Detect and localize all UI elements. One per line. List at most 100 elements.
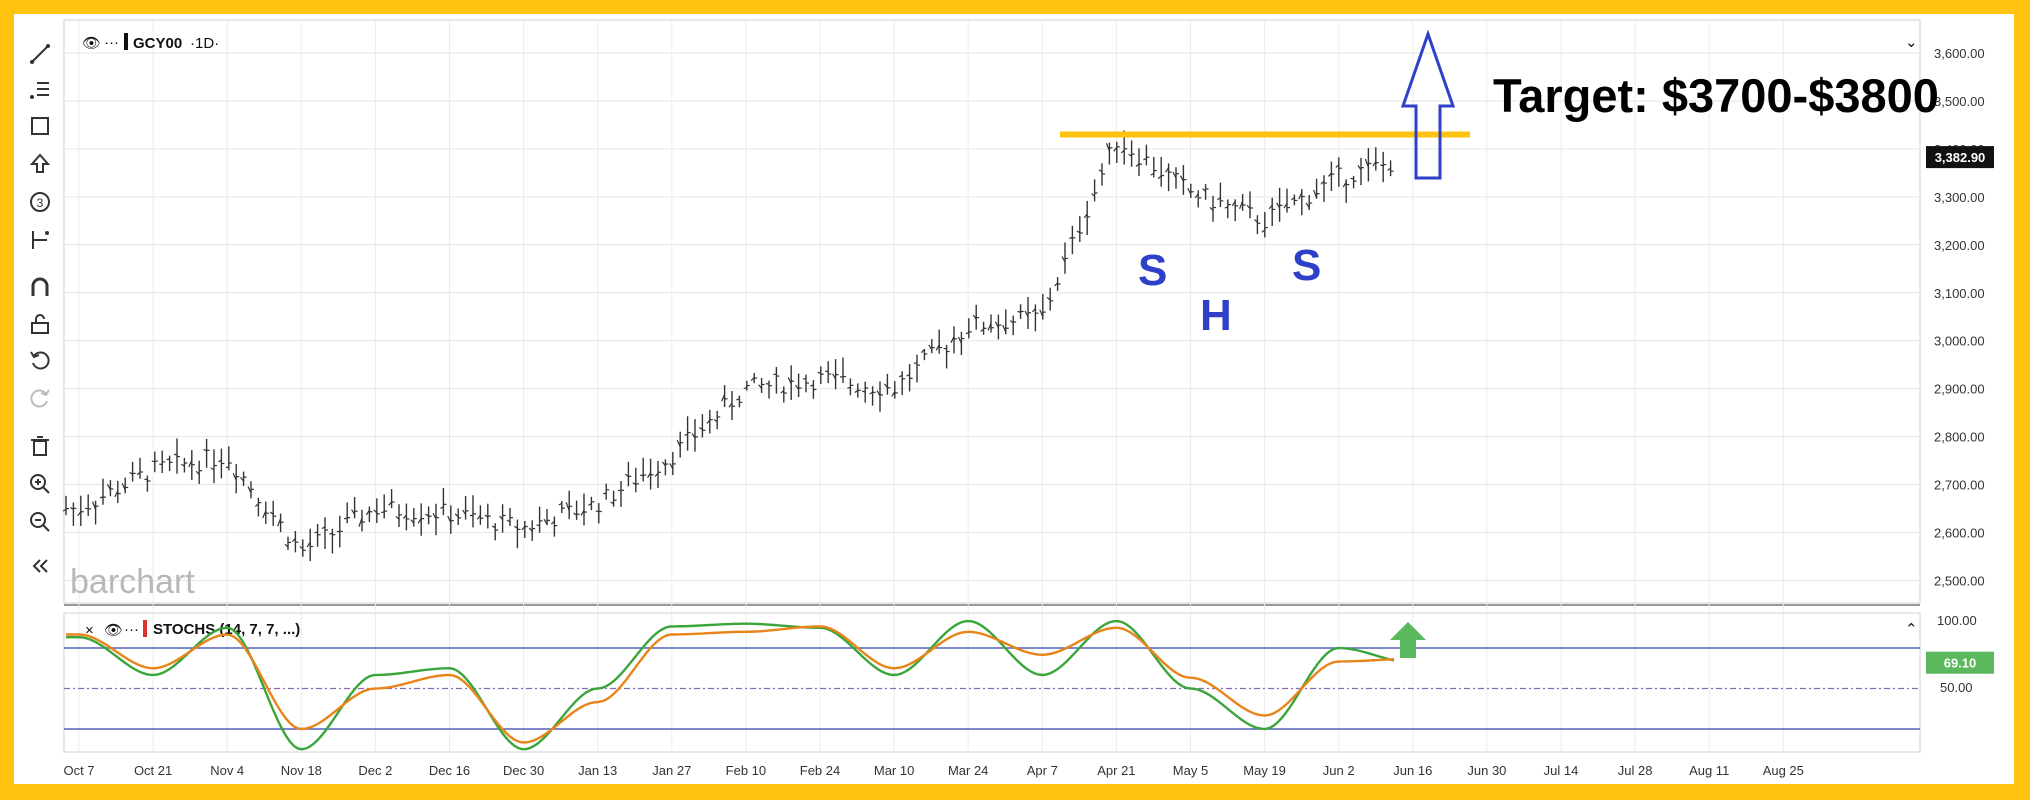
trend-line-icon[interactable] [20,38,60,70]
magnet-icon[interactable] [20,272,60,304]
price-bar-open [410,519,415,524]
last-price-value: 3,382.90 [1935,150,1986,165]
price-bar-open [795,384,800,390]
price-bar-open [661,461,666,467]
price-bar-open [277,518,282,527]
redo-icon[interactable] [20,382,60,414]
price-bar-open [70,507,74,510]
price-bar-open [129,471,133,475]
price-bar-open [1105,143,1110,152]
stoch-expand-icon: ⌃ [1905,621,1918,638]
stoch-close-icon: × [85,622,94,639]
price-bar-open [454,513,459,518]
price-bar-open [617,489,622,492]
last-price-tag [1926,146,1994,169]
price-bar-open [1313,189,1318,199]
price-bar-open [291,537,296,543]
price-tick-label: 2,600.00 [1934,526,1985,541]
date-tick-label: Jul 28 [1618,763,1653,778]
date-tick-label: Aug 25 [1763,763,1804,778]
price-bar-open [476,514,481,520]
price-bar-open [1364,158,1369,168]
price-bar-open [1024,310,1029,317]
price-bar-open [92,501,97,510]
price-bar-open [284,543,289,548]
rectangle-icon[interactable] [20,110,60,142]
price-bar-open [699,426,703,431]
price-bar-open [565,502,570,512]
collapse-chevron-icon: ⌄ [1905,34,1918,51]
price-bar-open [669,463,674,469]
price-bar-open [935,344,940,351]
price-bar-open [876,390,881,397]
price-bar-open [299,545,304,550]
fib-icon[interactable] [20,74,60,106]
price-bar-open [203,448,207,452]
price-bar-open [351,509,356,515]
price-bar-open [987,323,992,331]
arrow-up-icon[interactable] [20,148,60,180]
price-bar-open [1150,172,1155,176]
measure-icon[interactable] [20,224,60,256]
collapse-icon[interactable] [20,550,60,582]
drawing-toolbar: 3 [14,14,64,614]
price-bar-open [1054,282,1059,287]
date-tick-label: Nov 4 [210,763,244,778]
price-bar-open [972,314,977,320]
price-panel-border [63,19,1921,604]
price-bar-open [1291,197,1295,201]
date-tick-label: Oct 7 [63,763,94,778]
price-bar-open [1380,164,1384,167]
price-bar-open [528,527,533,532]
more-options-icon: ··· [104,34,119,51]
date-tick-label: Jan 27 [652,763,691,778]
price-bar-open [1261,229,1266,233]
date-tick-label: Dec 16 [429,763,470,778]
price-bar-open [85,507,89,510]
trash-icon[interactable] [20,430,60,462]
count-icon[interactable]: 3 [20,186,60,218]
price-tick-label: 3,200.00 [1934,238,1985,253]
price-bar-open [676,439,681,447]
price-bar-open [114,490,119,498]
price-bar-open [1305,202,1310,209]
zoom-in-icon[interactable] [20,468,60,500]
zoom-out-icon[interactable] [20,506,60,538]
right-shoulder-label: S [1292,241,1321,290]
price-bar-open [1143,157,1147,161]
price-tick-label: 3,500.00 [1934,94,1985,109]
price-bar-open [787,377,792,385]
price-bar-open [1298,192,1303,200]
price-bar-open [1335,164,1340,168]
price-tick-label: 2,900.00 [1934,382,1985,397]
price-bar-open [706,419,711,424]
price-bar-open [1083,213,1088,219]
price-bar-open [173,453,178,456]
price-bar-open [883,383,888,388]
price-bar-open [1209,206,1214,211]
undo-icon[interactable] [20,344,60,376]
date-tick-label: Jan 13 [578,763,617,778]
price-bar-open [965,332,970,335]
date-tick-label: Jun 30 [1467,763,1506,778]
price-bar-open [432,513,437,520]
price-bar-open [994,321,999,329]
lock-icon[interactable] [20,308,60,340]
price-bar-open [195,470,200,476]
price-bar-open [1231,201,1236,207]
price-bar-open [1187,187,1192,195]
price-bar-open [269,511,274,515]
date-tick-label: Mar 24 [948,763,988,778]
price-bar-open [580,509,585,516]
price-bar-open [344,517,348,520]
price-bar-open [625,473,629,478]
price-bar-open [417,517,422,524]
price-tick-label: 3,000.00 [1934,334,1985,349]
price-bar-open [188,460,193,468]
date-tick-label: Feb 10 [726,763,766,778]
price-bar-open [1128,153,1132,157]
price-bar-open [1098,169,1103,173]
price-bar-open [62,508,67,512]
price-bar-open [640,474,644,477]
price-bar-open [440,506,444,509]
